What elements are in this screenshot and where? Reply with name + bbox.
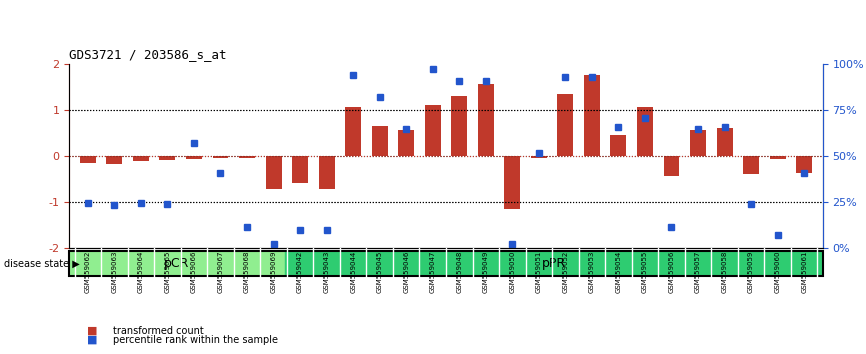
Text: ■: ■ (87, 335, 97, 345)
Text: GSM559061: GSM559061 (801, 251, 807, 293)
Bar (770, 156, 785, 159)
Bar (107, 156, 122, 164)
Text: pPR: pPR (541, 257, 565, 270)
Text: GSM559068: GSM559068 (244, 251, 250, 293)
Bar (69, 251, 285, 276)
Bar (266, 156, 281, 189)
Bar (212, 156, 229, 158)
Text: GSM559054: GSM559054 (616, 251, 622, 293)
Text: GSM559065: GSM559065 (165, 251, 171, 293)
Text: GSM559056: GSM559056 (669, 251, 675, 293)
Text: GSM559055: GSM559055 (642, 251, 648, 293)
Bar (611, 135, 626, 156)
Bar (80, 156, 96, 162)
Text: GSM559052: GSM559052 (562, 251, 568, 293)
Text: GSM559058: GSM559058 (721, 251, 727, 293)
Text: GSM559050: GSM559050 (509, 251, 515, 293)
Text: GSM559046: GSM559046 (404, 251, 410, 293)
Text: GSM559047: GSM559047 (430, 251, 436, 293)
Text: GSM559067: GSM559067 (217, 251, 223, 293)
Bar (451, 96, 468, 156)
Text: ■: ■ (87, 326, 97, 336)
Bar (133, 156, 149, 161)
Text: GDS3721 / 203586_s_at: GDS3721 / 203586_s_at (69, 48, 227, 61)
Bar (424, 105, 441, 156)
Bar (239, 156, 255, 158)
Bar (292, 156, 308, 183)
Text: GSM559063: GSM559063 (112, 251, 118, 293)
Text: transformed count: transformed count (113, 326, 204, 336)
Bar (716, 128, 733, 156)
Bar (584, 75, 600, 156)
Text: GSM559044: GSM559044 (350, 251, 356, 293)
Bar (346, 107, 361, 156)
Text: GSM559066: GSM559066 (191, 251, 197, 293)
Text: disease state ▶: disease state ▶ (4, 259, 80, 269)
Text: GSM559064: GSM559064 (138, 251, 144, 293)
Bar (504, 156, 520, 209)
Bar (319, 156, 334, 189)
Text: GSM559042: GSM559042 (297, 251, 303, 293)
Bar (690, 130, 706, 156)
Text: GSM559045: GSM559045 (377, 251, 383, 293)
Bar (159, 156, 176, 160)
Text: pCR: pCR (165, 257, 190, 270)
Text: GSM559062: GSM559062 (85, 251, 91, 293)
Bar (558, 93, 573, 156)
Text: GSM559053: GSM559053 (589, 251, 595, 293)
Bar (796, 156, 812, 173)
Text: percentile rank within the sample: percentile rank within the sample (113, 335, 278, 345)
Text: GSM559048: GSM559048 (456, 251, 462, 293)
Bar (743, 156, 759, 174)
Text: GSM559059: GSM559059 (748, 251, 754, 293)
Text: GSM559069: GSM559069 (270, 251, 276, 293)
Text: GSM559043: GSM559043 (324, 251, 330, 293)
Text: GSM559060: GSM559060 (774, 251, 780, 293)
Bar (372, 126, 388, 156)
Bar (478, 84, 494, 156)
Bar (398, 130, 414, 156)
Text: GSM559049: GSM559049 (482, 251, 488, 293)
Bar (663, 156, 680, 176)
Bar (186, 156, 202, 159)
Bar (531, 156, 546, 158)
Bar (637, 107, 653, 156)
Bar (285, 251, 823, 276)
Text: GSM559051: GSM559051 (536, 251, 542, 293)
Text: GSM559057: GSM559057 (695, 251, 701, 293)
